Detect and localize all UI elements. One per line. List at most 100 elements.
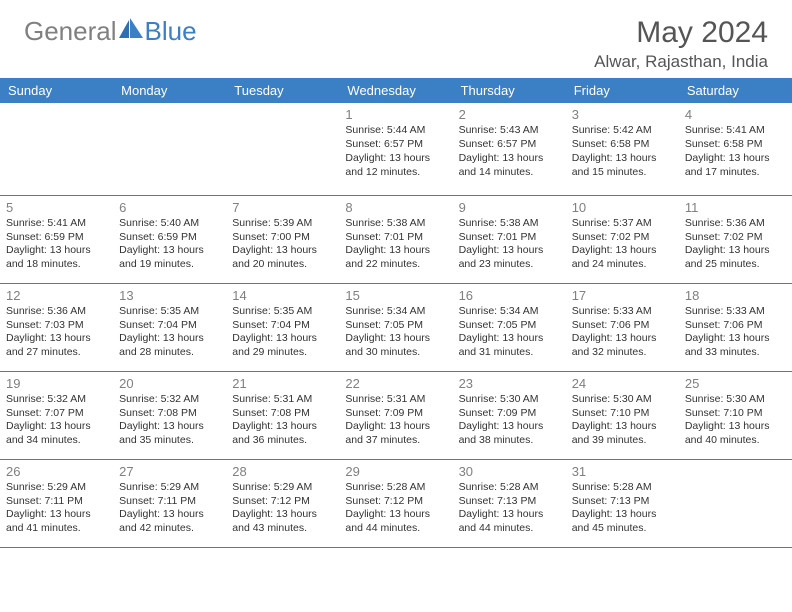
sunset-text: Sunset: 7:11 PM [119, 495, 220, 509]
sunset-text: Sunset: 6:59 PM [6, 231, 107, 245]
sunrise-text: Sunrise: 5:29 AM [6, 481, 107, 495]
sunrise-text: Sunrise: 5:41 AM [685, 124, 786, 138]
calendar-row: 5Sunrise: 5:41 AMSunset: 6:59 PMDaylight… [0, 195, 792, 283]
daylight-text: Daylight: 13 hours and 17 minutes. [685, 152, 786, 180]
day-number: 4 [685, 106, 786, 123]
sunset-text: Sunset: 6:59 PM [119, 231, 220, 245]
calendar-cell: 15Sunrise: 5:34 AMSunset: 7:05 PMDayligh… [339, 283, 452, 371]
sunset-text: Sunset: 7:05 PM [345, 319, 446, 333]
calendar-row: 12Sunrise: 5:36 AMSunset: 7:03 PMDayligh… [0, 283, 792, 371]
daylight-text: Daylight: 13 hours and 19 minutes. [119, 244, 220, 272]
daylight-text: Daylight: 13 hours and 36 minutes. [232, 420, 333, 448]
sunrise-text: Sunrise: 5:38 AM [345, 217, 446, 231]
day-number: 18 [685, 287, 786, 304]
daylight-text: Daylight: 13 hours and 38 minutes. [459, 420, 560, 448]
daylight-text: Daylight: 13 hours and 41 minutes. [6, 508, 107, 536]
daylight-text: Daylight: 13 hours and 23 minutes. [459, 244, 560, 272]
sunset-text: Sunset: 7:09 PM [459, 407, 560, 421]
day-number: 9 [459, 199, 560, 216]
sunrise-text: Sunrise: 5:29 AM [119, 481, 220, 495]
calendar-cell: 21Sunrise: 5:31 AMSunset: 7:08 PMDayligh… [226, 371, 339, 459]
sunrise-text: Sunrise: 5:30 AM [572, 393, 673, 407]
sunrise-text: Sunrise: 5:43 AM [459, 124, 560, 138]
day-number: 8 [345, 199, 446, 216]
calendar-cell: 11Sunrise: 5:36 AMSunset: 7:02 PMDayligh… [679, 195, 792, 283]
calendar-cell: 16Sunrise: 5:34 AMSunset: 7:05 PMDayligh… [453, 283, 566, 371]
day-number: 15 [345, 287, 446, 304]
daylight-text: Daylight: 13 hours and 40 minutes. [685, 420, 786, 448]
calendar-cell: 9Sunrise: 5:38 AMSunset: 7:01 PMDaylight… [453, 195, 566, 283]
brand-logo: General Blue [24, 16, 197, 47]
sunrise-text: Sunrise: 5:34 AM [345, 305, 446, 319]
daylight-text: Daylight: 13 hours and 30 minutes. [345, 332, 446, 360]
daylight-text: Daylight: 13 hours and 20 minutes. [232, 244, 333, 272]
sunset-text: Sunset: 6:57 PM [459, 138, 560, 152]
daylight-text: Daylight: 13 hours and 43 minutes. [232, 508, 333, 536]
calendar-cell: 5Sunrise: 5:41 AMSunset: 6:59 PMDaylight… [0, 195, 113, 283]
sunrise-text: Sunrise: 5:30 AM [685, 393, 786, 407]
daylight-text: Daylight: 13 hours and 44 minutes. [345, 508, 446, 536]
day-number: 10 [572, 199, 673, 216]
day-number: 28 [232, 463, 333, 480]
sunset-text: Sunset: 7:10 PM [572, 407, 673, 421]
sunrise-text: Sunrise: 5:37 AM [572, 217, 673, 231]
sunset-text: Sunset: 7:00 PM [232, 231, 333, 245]
calendar-row: 19Sunrise: 5:32 AMSunset: 7:07 PMDayligh… [0, 371, 792, 459]
daylight-text: Daylight: 13 hours and 28 minutes. [119, 332, 220, 360]
daylight-text: Daylight: 13 hours and 22 minutes. [345, 244, 446, 272]
daylight-text: Daylight: 13 hours and 31 minutes. [459, 332, 560, 360]
sunrise-text: Sunrise: 5:28 AM [572, 481, 673, 495]
brand-part2: Blue [145, 16, 197, 47]
sunrise-text: Sunrise: 5:31 AM [232, 393, 333, 407]
calendar-cell: 22Sunrise: 5:31 AMSunset: 7:09 PMDayligh… [339, 371, 452, 459]
sunset-text: Sunset: 7:07 PM [6, 407, 107, 421]
weekday-header-row: Sunday Monday Tuesday Wednesday Thursday… [0, 78, 792, 103]
weekday-header: Sunday [0, 78, 113, 103]
sunset-text: Sunset: 7:04 PM [119, 319, 220, 333]
day-number: 13 [119, 287, 220, 304]
sunset-text: Sunset: 7:10 PM [685, 407, 786, 421]
calendar-cell [113, 103, 226, 195]
day-number: 30 [459, 463, 560, 480]
sunset-text: Sunset: 7:13 PM [459, 495, 560, 509]
calendar-cell: 10Sunrise: 5:37 AMSunset: 7:02 PMDayligh… [566, 195, 679, 283]
calendar-cell: 26Sunrise: 5:29 AMSunset: 7:11 PMDayligh… [0, 459, 113, 547]
sunset-text: Sunset: 7:12 PM [345, 495, 446, 509]
calendar-cell: 2Sunrise: 5:43 AMSunset: 6:57 PMDaylight… [453, 103, 566, 195]
calendar-cell: 1Sunrise: 5:44 AMSunset: 6:57 PMDaylight… [339, 103, 452, 195]
day-number: 29 [345, 463, 446, 480]
brand-part1: General [24, 16, 117, 47]
sunrise-text: Sunrise: 5:33 AM [685, 305, 786, 319]
weekday-header: Tuesday [226, 78, 339, 103]
location-text: Alwar, Rajasthan, India [594, 52, 768, 72]
sunset-text: Sunset: 6:58 PM [572, 138, 673, 152]
calendar-body: 1Sunrise: 5:44 AMSunset: 6:57 PMDaylight… [0, 103, 792, 547]
day-number: 14 [232, 287, 333, 304]
sunset-text: Sunset: 7:12 PM [232, 495, 333, 509]
calendar-cell [226, 103, 339, 195]
calendar-cell: 17Sunrise: 5:33 AMSunset: 7:06 PMDayligh… [566, 283, 679, 371]
month-title: May 2024 [594, 16, 768, 50]
sunrise-text: Sunrise: 5:29 AM [232, 481, 333, 495]
sunrise-text: Sunrise: 5:28 AM [345, 481, 446, 495]
daylight-text: Daylight: 13 hours and 44 minutes. [459, 508, 560, 536]
sunset-text: Sunset: 7:05 PM [459, 319, 560, 333]
sunrise-text: Sunrise: 5:36 AM [6, 305, 107, 319]
sunset-text: Sunset: 7:08 PM [119, 407, 220, 421]
sunrise-text: Sunrise: 5:35 AM [232, 305, 333, 319]
sunset-text: Sunset: 7:13 PM [572, 495, 673, 509]
sunset-text: Sunset: 7:01 PM [345, 231, 446, 245]
day-number: 11 [685, 199, 786, 216]
calendar-cell: 20Sunrise: 5:32 AMSunset: 7:08 PMDayligh… [113, 371, 226, 459]
calendar-cell: 25Sunrise: 5:30 AMSunset: 7:10 PMDayligh… [679, 371, 792, 459]
calendar-cell: 19Sunrise: 5:32 AMSunset: 7:07 PMDayligh… [0, 371, 113, 459]
day-number: 27 [119, 463, 220, 480]
daylight-text: Daylight: 13 hours and 24 minutes. [572, 244, 673, 272]
calendar-cell: 18Sunrise: 5:33 AMSunset: 7:06 PMDayligh… [679, 283, 792, 371]
daylight-text: Daylight: 13 hours and 15 minutes. [572, 152, 673, 180]
sunrise-text: Sunrise: 5:40 AM [119, 217, 220, 231]
sunset-text: Sunset: 7:06 PM [685, 319, 786, 333]
sunrise-text: Sunrise: 5:44 AM [345, 124, 446, 138]
day-number: 21 [232, 375, 333, 392]
sunrise-text: Sunrise: 5:28 AM [459, 481, 560, 495]
